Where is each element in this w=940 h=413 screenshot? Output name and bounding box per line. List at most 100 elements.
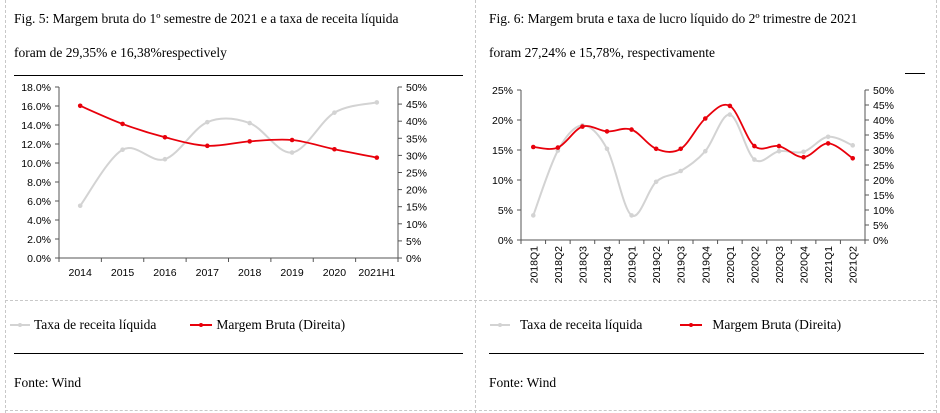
legend-item-gray: Taxa de receita líquida [490, 317, 642, 333]
chart-fig6: 0% 5% 10% 15% 20% 25% 0% 5% 10% 15% 20% 25% 30% 35% 40… [492, 85, 894, 284]
data-point-red [702, 116, 708, 121]
legend-label: Margem Bruta (Direita) [216, 317, 346, 332]
y-right-tick-label: 50% [873, 85, 894, 97]
table-border [936, 0, 937, 413]
x-tick-label: 2021H1 [358, 267, 395, 279]
data-point-red [776, 143, 782, 149]
x-tick-label: 2016 [153, 267, 177, 279]
data-point-red [332, 146, 337, 152]
data-point-red [555, 145, 561, 150]
x-tick-label: 2020Q2 [749, 246, 761, 284]
data-point-gray [825, 134, 831, 140]
y-left-tick-label: 10.0% [21, 158, 51, 170]
red-line-marker-icon [190, 323, 213, 327]
legend-fig5: Taxa de receita líquida Margem Bruta (Di… [10, 317, 379, 333]
legend-label: Taxa de receita líquida [34, 317, 157, 332]
data-point-red [120, 121, 125, 127]
y-left-tick-label: 18.0% [21, 82, 51, 94]
legend-label: Margem Bruta (Direita) [712, 317, 842, 332]
y-left-tick-label: 12.0% [21, 139, 51, 151]
y-right-tick-label: 10% [406, 219, 427, 231]
data-point-red [580, 124, 585, 129]
x-tick-label: 2019Q2 [651, 246, 663, 284]
title-rule [14, 75, 463, 76]
y-right-tick-label: 50% [406, 82, 427, 94]
y-left-tick-label: 8.0% [27, 177, 51, 189]
figure-5-title: Fig. 5: Margem bruta do 1º semestre de 2… [14, 2, 464, 70]
data-point-red [801, 154, 806, 160]
data-point-red [850, 155, 856, 161]
data-point-gray [678, 168, 684, 174]
data-point-red [77, 103, 83, 109]
data-point-gray [77, 203, 83, 209]
data-point-gray [530, 213, 536, 218]
data-point-gray [162, 156, 168, 162]
figure-6-title: Fig. 6: Margem bruta e taxa de lucro líq… [489, 2, 926, 70]
x-tick-label: 2018 [238, 267, 262, 279]
x-tick-label: 2017 [196, 267, 220, 279]
data-point-red [604, 129, 610, 134]
y-left-tick-label: 20% [492, 115, 513, 127]
title-line: Fig. 5: Margem bruta do 1º semestre de 2… [14, 11, 399, 26]
legend-fig6-items: Taxa de receita líquida Margem Bruta (Di… [490, 317, 875, 333]
y-left-tick-label: 5% [498, 205, 513, 217]
title-line: Fig. 6: Margem bruta e taxa de lucro líq… [489, 11, 858, 26]
y-left-tick-label: 14.0% [21, 120, 51, 132]
data-point-red [247, 139, 252, 144]
data-point-red [205, 143, 210, 149]
y-left-tick-label: 16.0% [21, 101, 51, 113]
data-point-gray [702, 148, 708, 154]
y-left-tick-label: 15% [492, 145, 513, 157]
x-tick-label: 2018Q4 [602, 246, 614, 284]
data-point-gray [604, 146, 610, 152]
data-point-gray [120, 147, 125, 152]
data-point-red [678, 146, 684, 152]
data-point-gray [776, 148, 782, 154]
data-point-gray [801, 149, 806, 155]
source-text: Fonte: Wind [14, 375, 82, 390]
data-point-red [825, 141, 831, 146]
y-right-tick-label: 0% [873, 235, 888, 247]
y-left-tick-label: 2.0% [27, 234, 51, 246]
y-right-tick-label: 40% [406, 116, 427, 128]
x-tick-label: 2018Q2 [553, 246, 565, 284]
legend-label: Taxa de receita líquida [520, 317, 643, 332]
y-left-tick-label: 0.0% [27, 253, 51, 265]
data-point-gray [629, 213, 634, 218]
y-left-tick-label: 4.0% [27, 215, 51, 227]
y-right-tick-label: 15% [873, 190, 894, 202]
data-point-gray [653, 179, 659, 185]
table-border [5, 410, 936, 411]
x-tick-label: 2018Q1 [528, 246, 540, 284]
red-line-marker-icon [680, 323, 703, 327]
data-point-gray [205, 119, 210, 125]
data-point-red [752, 143, 757, 149]
x-tick-label: 2021Q1 [823, 246, 835, 284]
gray-line-marker-icon [10, 323, 30, 327]
data-point-red [374, 155, 380, 160]
x-tick-label: 2019Q3 [676, 246, 688, 284]
x-tick-label: 2019Q4 [700, 246, 712, 284]
gray-line-marker-icon [490, 323, 510, 327]
y-right-tick-label: 5% [406, 236, 421, 248]
data-point-gray [850, 143, 856, 148]
y-left-tick-label: 6.0% [27, 196, 51, 208]
x-tick-label: 2020Q3 [774, 246, 786, 284]
data-point-gray [332, 110, 337, 115]
series-line-gray [532, 113, 854, 217]
y-right-tick-label: 25% [406, 168, 427, 180]
data-point-gray [374, 100, 380, 105]
data-point-red [162, 134, 168, 140]
table-border [475, 0, 476, 413]
x-tick-label: 2014 [69, 267, 93, 279]
data-point-red [653, 146, 659, 152]
y-right-tick-label: 30% [406, 150, 427, 162]
y-left-tick-label: 10% [492, 175, 513, 187]
x-tick-label: 2019 [280, 267, 304, 279]
data-point-gray [727, 112, 733, 117]
x-tick-label: 2019Q1 [627, 246, 639, 284]
y-right-tick-label: 5% [873, 220, 888, 232]
title-rule [905, 73, 925, 74]
x-tick-label: 2020Q1 [725, 246, 737, 284]
legend-item-gray: Taxa de receita líquida [10, 317, 156, 333]
